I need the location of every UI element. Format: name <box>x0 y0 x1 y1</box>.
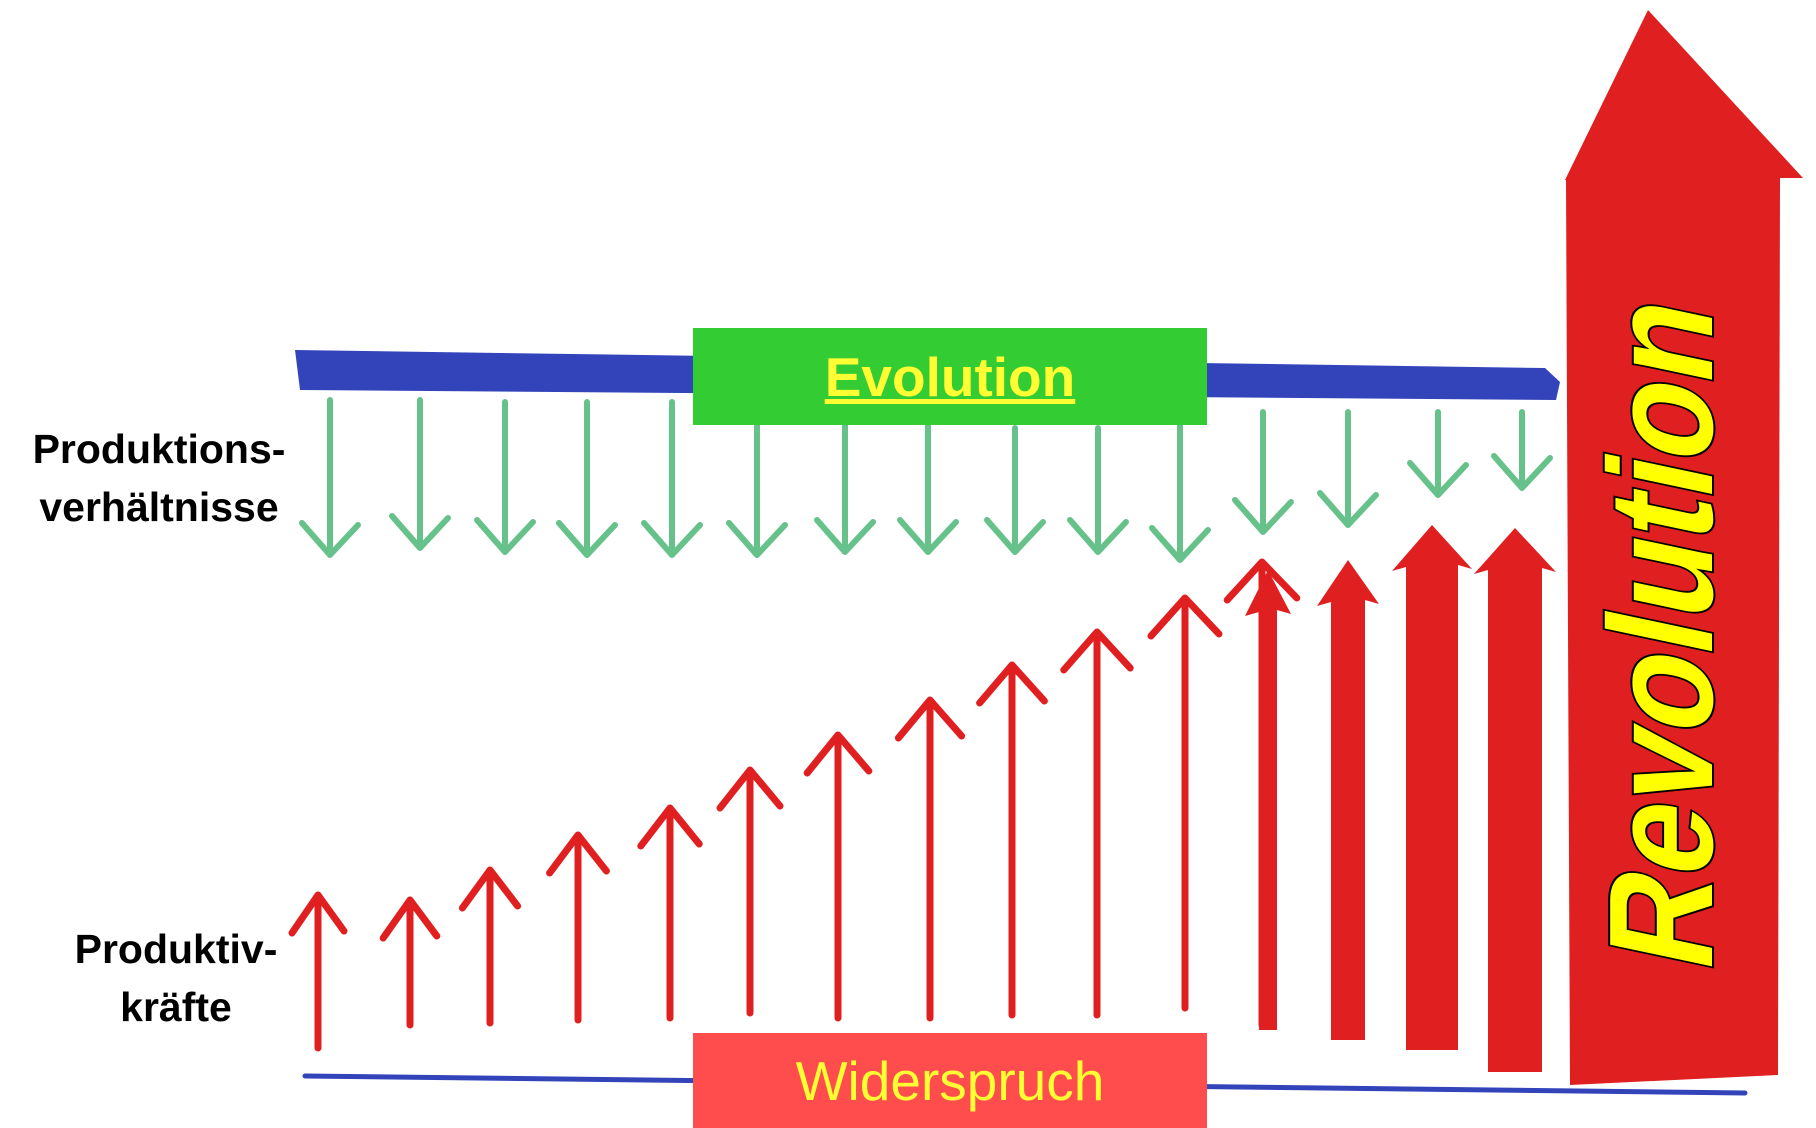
productive-forces-line-1: Produktiv- <box>74 926 278 972</box>
arrow-up-icon <box>1474 528 1556 1072</box>
arrow-down-icon <box>1067 425 1129 555</box>
arrow-down-icon <box>814 422 876 555</box>
arrow-down-icon <box>1232 409 1294 535</box>
arrow-down-icon <box>726 399 788 558</box>
arrow-up-icon <box>1060 628 1134 1019</box>
production-relations-line-2: verhältnisse <box>39 484 279 530</box>
production-relations-label: Produktions- verhältnisse <box>8 420 310 536</box>
arrow-up-icon <box>1245 570 1291 1030</box>
arrow-down-icon <box>1407 409 1469 498</box>
arrow-up-icon <box>1392 525 1472 1050</box>
contradiction-box: Widerspruch <box>693 1033 1207 1128</box>
revolution-label: Revolution <box>1578 282 1743 982</box>
evolution-box: Evolution <box>693 328 1207 425</box>
arrow-down-icon <box>1491 409 1553 491</box>
arrow-up-icon <box>803 731 873 1022</box>
productive-forces-label: Produktiv- kräfte <box>58 920 294 1036</box>
arrow-down-icon <box>897 422 959 555</box>
arrow-down-icon <box>389 397 451 551</box>
big-arrow-up-icon <box>1565 10 1803 1085</box>
productive-forces-line-2: kräfte <box>120 984 232 1030</box>
arrow-up-icon <box>716 766 784 1017</box>
arrow-up-icon <box>379 896 441 1029</box>
green-arrow-group <box>299 397 1553 563</box>
production-relations-line-1: Produktions- <box>32 426 286 472</box>
arrow-up-icon <box>637 804 703 1022</box>
arrow-down-icon <box>984 425 1046 555</box>
red-arrow-group <box>288 525 1556 1072</box>
arrow-down-icon <box>299 397 361 558</box>
arrow-down-icon <box>641 399 703 558</box>
arrow-down-icon <box>474 399 536 555</box>
arrow-up-icon <box>1317 560 1379 1040</box>
arrow-up-icon <box>894 696 966 1022</box>
arrow-up-icon <box>1147 594 1223 1012</box>
arrow-up-icon <box>976 661 1048 1019</box>
arrow-down-icon <box>556 399 618 558</box>
arrow-up-icon <box>288 891 348 1052</box>
arrow-up-icon <box>458 866 522 1027</box>
arrow-up-icon <box>546 831 610 1024</box>
arrow-down-icon <box>1317 409 1379 528</box>
arrow-down-icon <box>1149 422 1211 563</box>
